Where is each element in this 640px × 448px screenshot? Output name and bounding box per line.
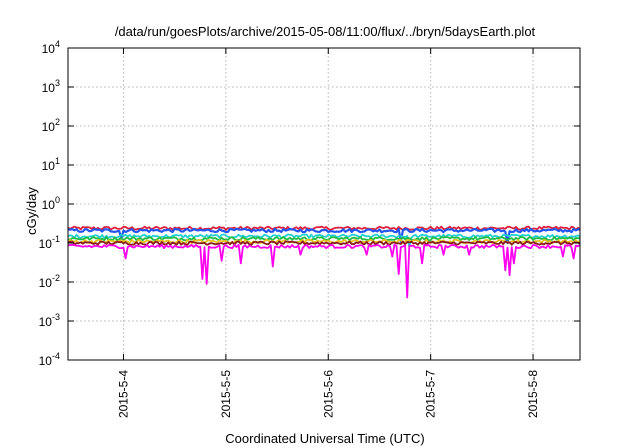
x-tick-label: 2015-5-7 (424, 370, 438, 418)
y-tick-label-exponent: 4 (55, 39, 60, 49)
y-tick-label-exponent: -3 (52, 312, 60, 322)
y-tick-label-base: 10 (42, 42, 56, 56)
y-tick-label-base: 10 (39, 276, 53, 290)
grid (68, 48, 580, 360)
chart-title: /data/run/goesPlots/archive/2015-05-08/1… (115, 24, 536, 39)
series-line (67, 225, 581, 231)
y-tick-label: 101 (42, 156, 60, 173)
x-tick-label: 2015-5-6 (321, 370, 335, 418)
y-tick-label: 10-2 (39, 273, 60, 290)
y-tick-label: 10-4 (39, 351, 60, 368)
x-axis-label: Coordinated Universal Time (UTC) (225, 431, 424, 446)
series-line (67, 233, 581, 248)
y-tick-label: 100 (42, 195, 60, 212)
y-tick-label-exponent: -1 (52, 234, 60, 244)
y-tick-label-base: 10 (42, 81, 56, 95)
series-group (67, 225, 581, 299)
x-tick-label: 2015-5-4 (116, 370, 130, 418)
y-tick-label: 103 (42, 78, 60, 95)
y-tick-label-base: 10 (39, 315, 53, 329)
y-tick-label: 102 (42, 117, 60, 134)
series-line (67, 243, 581, 299)
y-tick-label-exponent: 0 (55, 195, 60, 205)
y-tick-label: 10-3 (39, 312, 60, 329)
y-tick-label-exponent: 1 (55, 156, 60, 166)
y-tick-label-base: 10 (42, 120, 56, 134)
series-line (67, 240, 581, 246)
y-tick-label-base: 10 (42, 198, 56, 212)
y-tick-label-exponent: 2 (55, 117, 60, 127)
y-tick-label: 104 (42, 39, 60, 56)
x-tick-label: 2015-5-8 (526, 370, 540, 418)
y-tick-label: 10-1 (39, 234, 60, 251)
y-tick-label-base: 10 (39, 354, 53, 368)
y-tick-label-exponent: 3 (55, 78, 60, 88)
y-tick-label-base: 10 (39, 237, 53, 251)
y-tick-label-exponent: -4 (52, 351, 60, 361)
y-tick-label-base: 10 (42, 159, 56, 173)
x-tick-label: 2015-5-5 (219, 370, 233, 418)
series-line (67, 227, 580, 245)
y-axis-label: cGy/day (24, 187, 39, 235)
y-tick-label-exponent: -2 (52, 273, 60, 283)
